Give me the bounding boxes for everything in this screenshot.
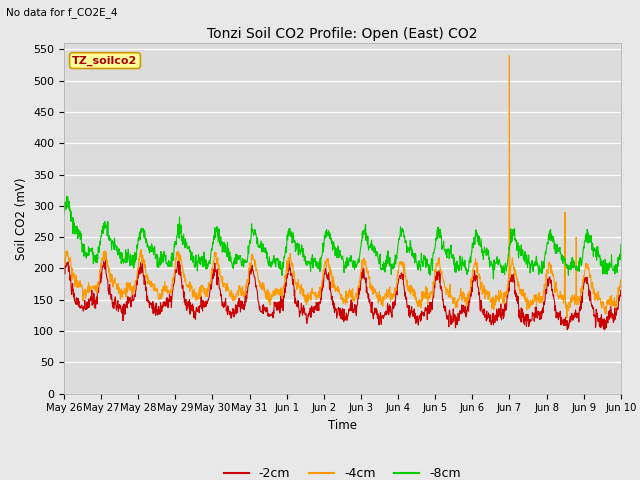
-8cm: [490, 276, 497, 282]
-4cm: [377, 298, 385, 304]
-2cm: [297, 310, 305, 316]
-4cm: [103, 257, 111, 263]
-8cm: [308, 253, 316, 259]
Legend: -2cm, -4cm, -8cm: -2cm, -4cm, -8cm: [219, 462, 466, 480]
Title: Tonzi Soil CO2 Profile: Open (East) CO2: Tonzi Soil CO2 Profile: Open (East) CO2: [207, 27, 477, 41]
Line: -4cm: -4cm: [64, 56, 621, 318]
-8cm: [378, 267, 385, 273]
-2cm: [308, 308, 316, 313]
-8cm: [63, 193, 70, 199]
Line: -8cm: -8cm: [64, 196, 621, 279]
-4cm: [60, 258, 68, 264]
-2cm: [126, 296, 134, 301]
-8cm: [104, 231, 111, 237]
-4cm: [126, 281, 134, 287]
-4cm: [563, 315, 571, 321]
X-axis label: Time: Time: [328, 419, 357, 432]
-4cm: [617, 277, 625, 283]
-8cm: [126, 263, 134, 269]
-4cm: [506, 53, 513, 59]
-2cm: [60, 264, 68, 270]
-4cm: [318, 284, 326, 290]
-4cm: [308, 289, 316, 295]
-2cm: [617, 288, 625, 293]
-8cm: [617, 242, 625, 248]
-8cm: [60, 212, 68, 217]
-8cm: [318, 252, 326, 258]
Line: -2cm: -2cm: [64, 259, 621, 330]
Y-axis label: Soil CO2 (mV): Soil CO2 (mV): [15, 177, 28, 260]
-2cm: [175, 256, 183, 262]
-2cm: [563, 327, 571, 333]
-4cm: [296, 291, 304, 297]
Text: TZ_soilco2: TZ_soilco2: [72, 56, 138, 66]
-2cm: [318, 288, 326, 294]
-2cm: [378, 322, 385, 327]
Text: No data for f_CO2E_4: No data for f_CO2E_4: [6, 7, 118, 18]
-2cm: [103, 276, 111, 282]
-8cm: [297, 247, 305, 253]
